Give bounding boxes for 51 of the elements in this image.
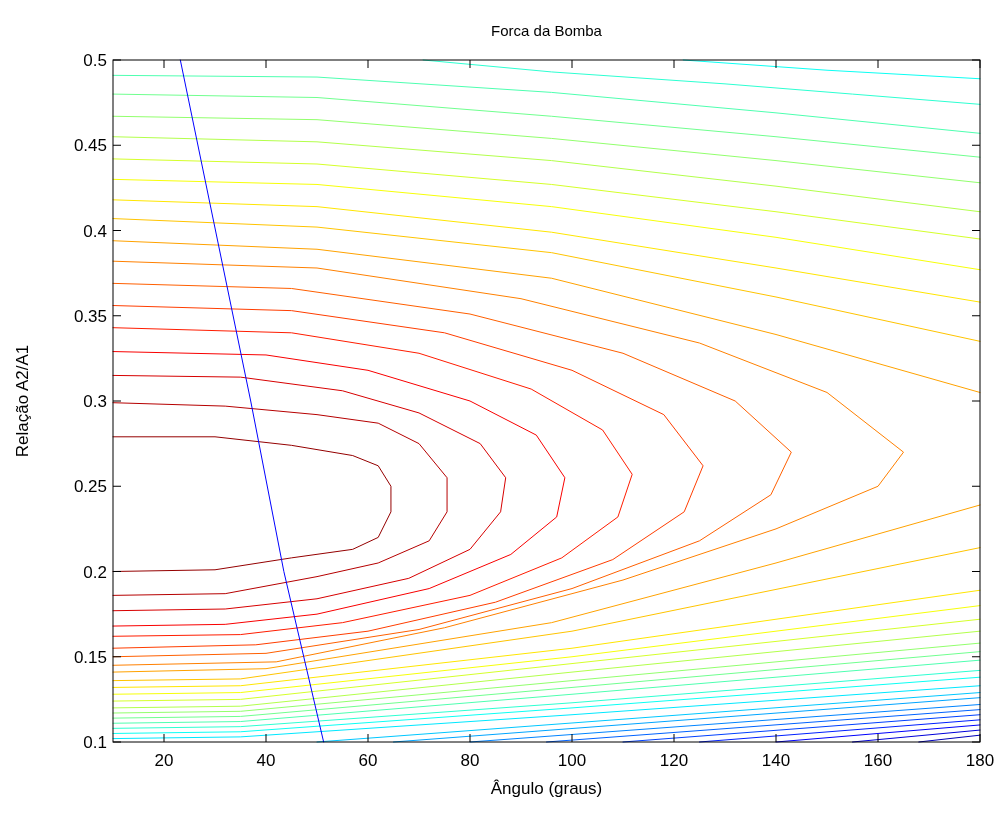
x-tick-label: 160 bbox=[863, 751, 893, 770]
line-series bbox=[112, 74, 981, 134]
y-tick-label: 0.45 bbox=[73, 136, 107, 156]
line-series bbox=[112, 618, 981, 702]
y-tick-label: 0.4 bbox=[83, 221, 107, 241]
line-series bbox=[112, 260, 904, 666]
line-series bbox=[112, 374, 507, 612]
line-series bbox=[112, 115, 981, 184]
x-tick-label: 20 bbox=[154, 751, 174, 770]
line-series bbox=[112, 327, 633, 637]
y-tick-label: 0.2 bbox=[83, 562, 107, 582]
x-tick-label: 60 bbox=[358, 751, 378, 770]
x-tick-label: 140 bbox=[761, 751, 791, 770]
line-series bbox=[179, 59, 325, 743]
line-series bbox=[112, 178, 981, 271]
line-series bbox=[112, 199, 981, 303]
y-axis-title: Relação A2/A1 bbox=[13, 344, 32, 458]
y-tick-label: 0.25 bbox=[73, 477, 107, 497]
line-series bbox=[112, 218, 981, 342]
line-series bbox=[112, 605, 981, 695]
line-series bbox=[112, 589, 981, 688]
line-series bbox=[112, 282, 792, 658]
line-series bbox=[112, 436, 392, 572]
line-series bbox=[112, 669, 981, 729]
y-tick-label: 0.1 bbox=[83, 733, 107, 752]
line-series bbox=[112, 504, 981, 673]
line-series bbox=[112, 685, 981, 740]
y-tick-label: 0.35 bbox=[73, 306, 107, 326]
line-series bbox=[112, 659, 981, 724]
x-tick-label: 180 bbox=[965, 751, 995, 770]
line-series bbox=[112, 651, 981, 719]
x-tick-label: 40 bbox=[256, 751, 276, 770]
y-tick-label: 0.15 bbox=[73, 647, 107, 667]
x-axis-title: Ângulo (graus) bbox=[490, 779, 603, 798]
line-series bbox=[112, 158, 981, 240]
line-series bbox=[112, 642, 981, 714]
line-series bbox=[112, 351, 566, 627]
line-series bbox=[112, 402, 448, 596]
line-series bbox=[112, 240, 981, 393]
y-tick-label: 0.3 bbox=[83, 392, 107, 411]
line-series bbox=[112, 93, 981, 158]
line-series bbox=[112, 136, 981, 213]
line-series bbox=[112, 676, 981, 734]
line-series bbox=[112, 547, 981, 682]
x-tick-label: 80 bbox=[460, 751, 480, 770]
y-tick-label: 0.5 bbox=[83, 51, 107, 70]
x-tick-label: 120 bbox=[659, 751, 689, 770]
line-series bbox=[112, 630, 981, 709]
chart-title: Forca da Bomba bbox=[491, 22, 603, 39]
line-series bbox=[112, 305, 704, 649]
x-tick-label: 100 bbox=[557, 751, 587, 770]
